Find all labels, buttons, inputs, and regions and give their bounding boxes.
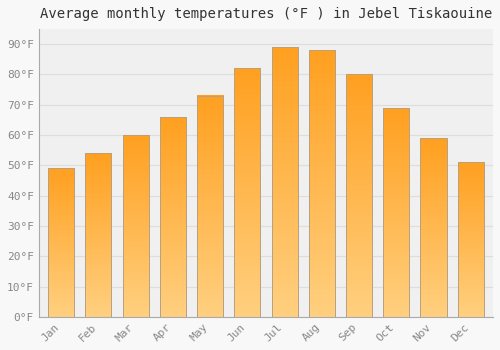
Bar <box>272 47 297 317</box>
Bar <box>48 168 74 317</box>
Bar <box>346 75 372 317</box>
Bar <box>420 138 446 317</box>
Bar <box>234 69 260 317</box>
Bar <box>383 108 409 317</box>
Bar <box>458 162 483 317</box>
Title: Average monthly temperatures (°F ) in Jebel Tiskaouine: Average monthly temperatures (°F ) in Je… <box>40 7 492 21</box>
Bar <box>160 117 186 317</box>
Bar <box>86 153 112 317</box>
Bar <box>197 96 223 317</box>
Bar <box>308 50 335 317</box>
Bar <box>122 135 148 317</box>
